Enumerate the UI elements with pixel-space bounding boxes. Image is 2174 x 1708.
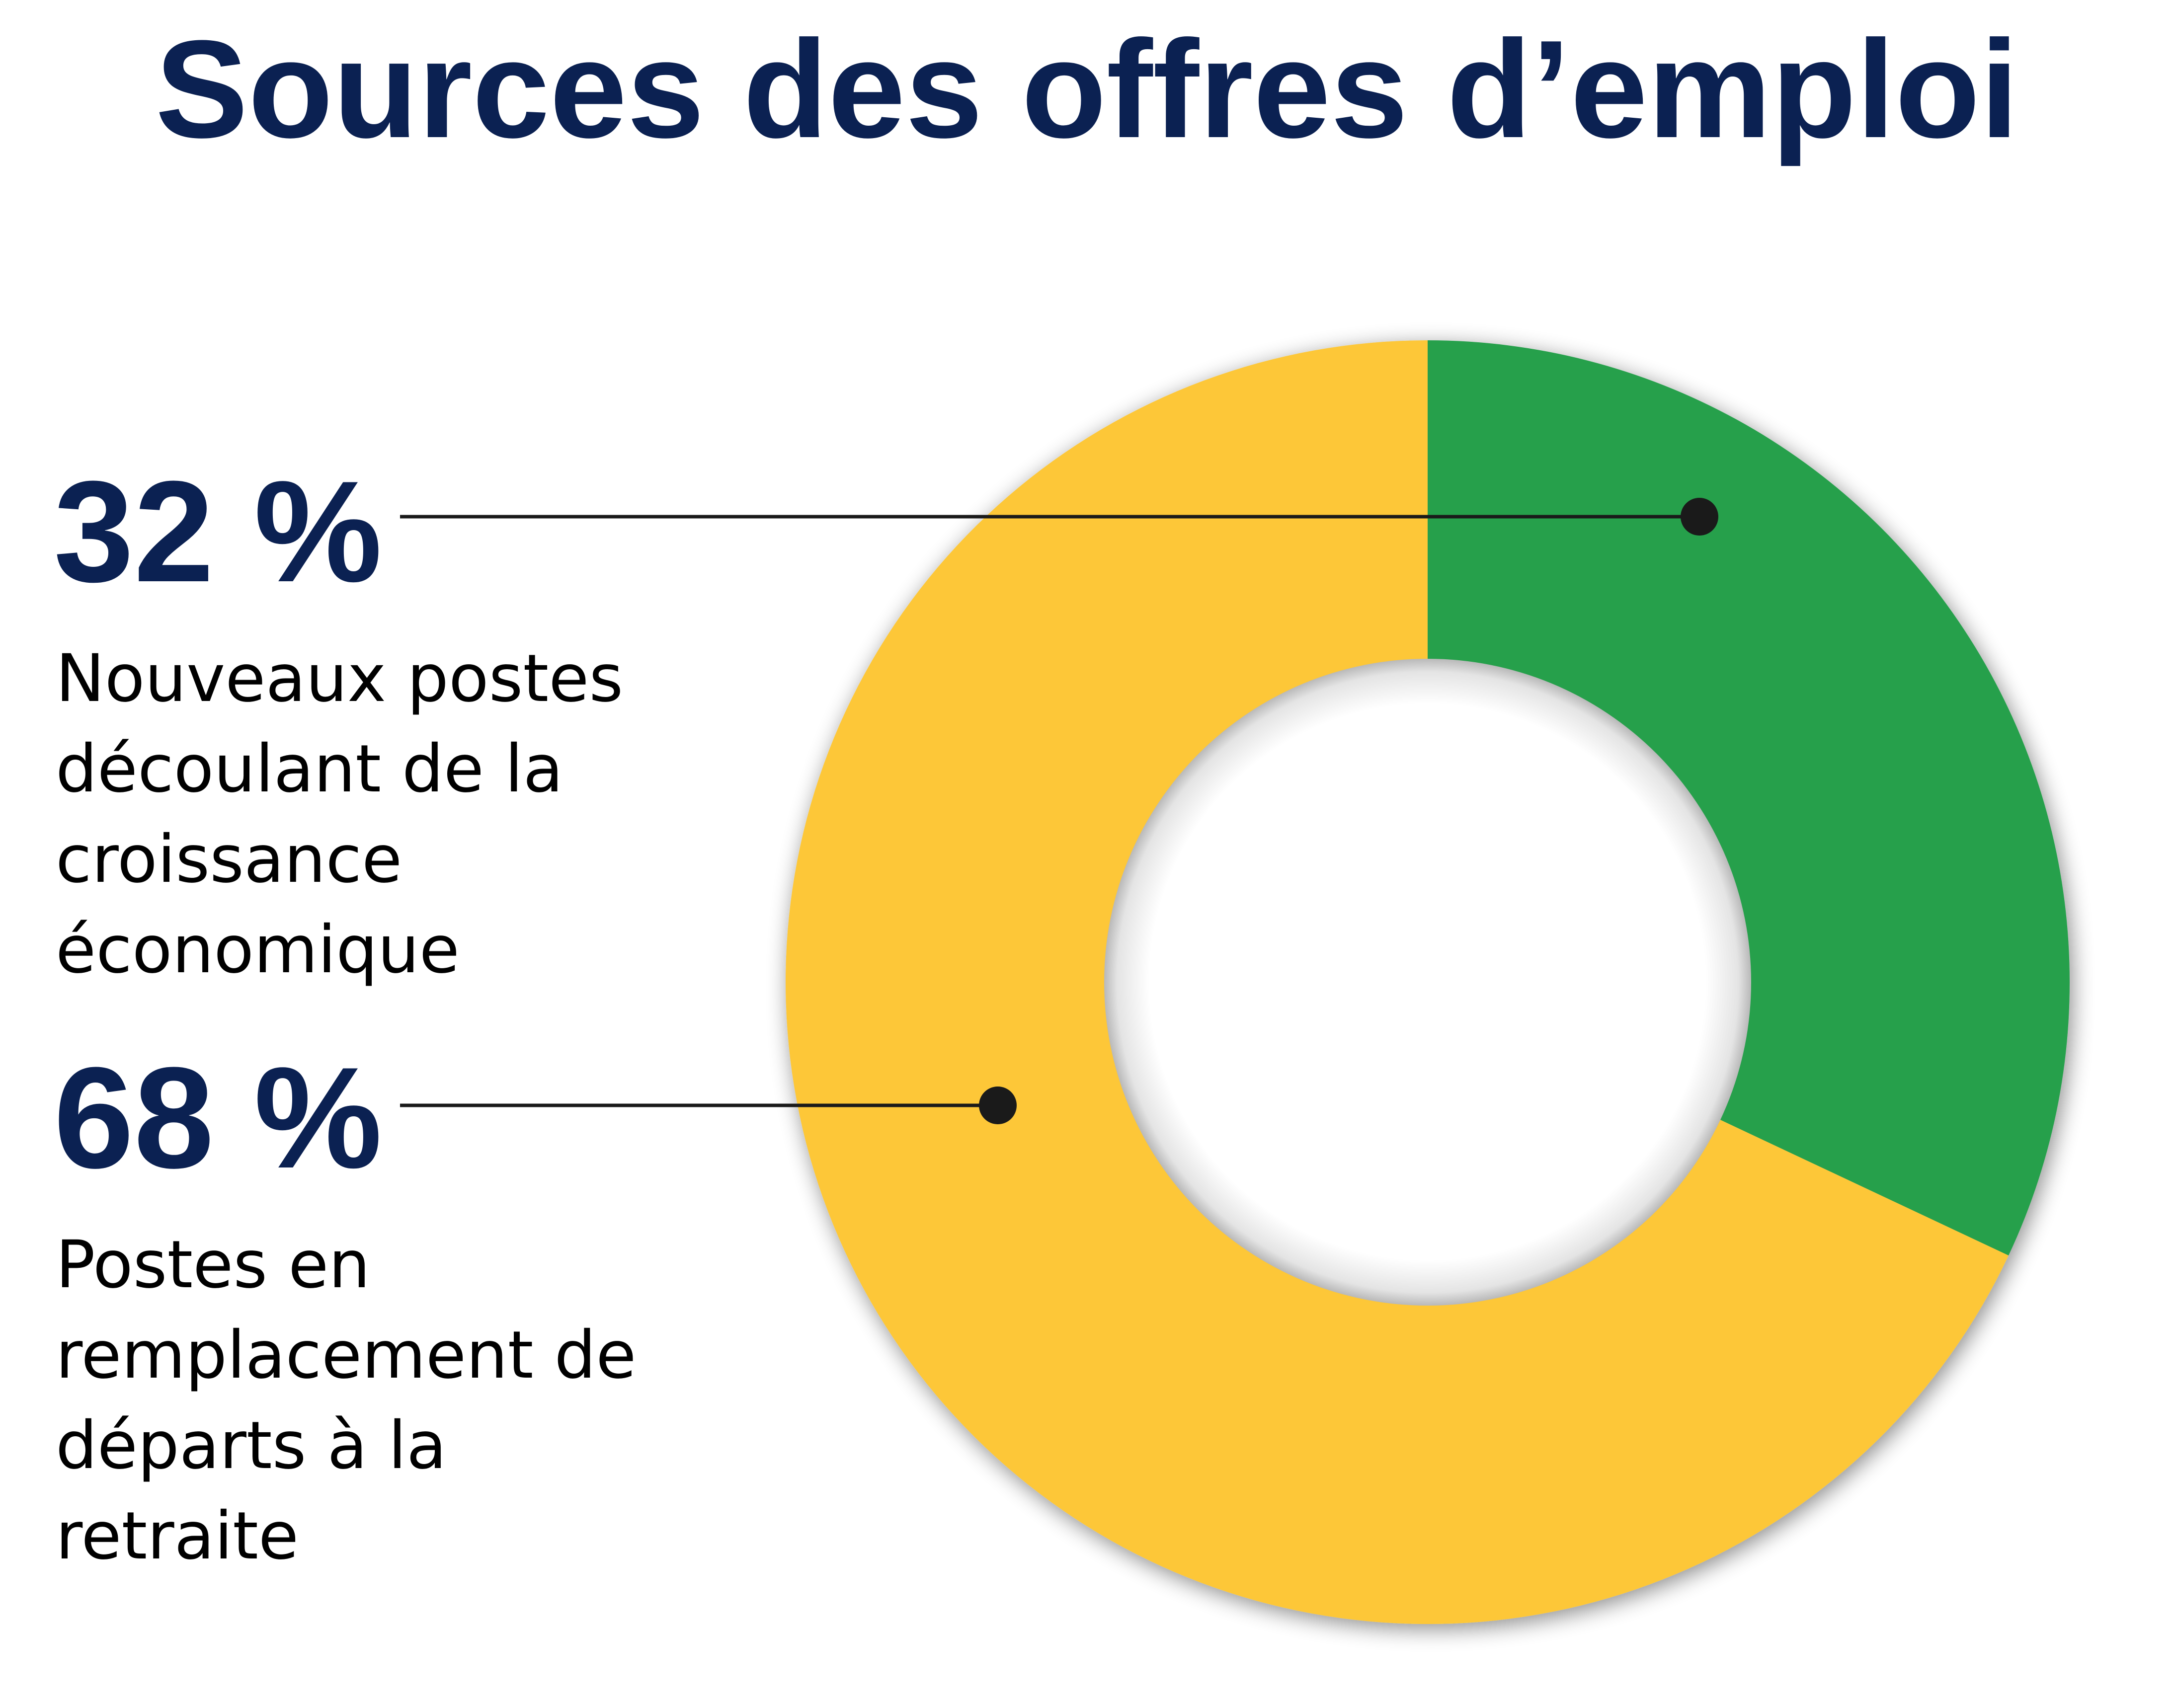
category-label-new-jobs: Nouveaux postes découlant de la croissan… <box>56 640 624 988</box>
slice-new-jobs <box>1428 340 2070 1256</box>
donut-hole <box>1104 659 1751 1306</box>
category-label-replacement-jobs: Postes en remplacement de départs à la r… <box>56 1227 637 1574</box>
value-label-new-jobs: 32 % <box>54 451 382 612</box>
chart-title: Sources des offres d’emploi <box>155 12 2019 167</box>
leader-lines <box>400 498 1718 1124</box>
slice-replacement-jobs <box>785 340 2009 1624</box>
leader-dot-replacement-jobs <box>979 1087 1017 1124</box>
value-label-replacement-jobs: 68 % <box>54 1037 382 1198</box>
donut-slices <box>785 340 2070 1624</box>
leader-dot-new-jobs <box>1681 498 1718 536</box>
